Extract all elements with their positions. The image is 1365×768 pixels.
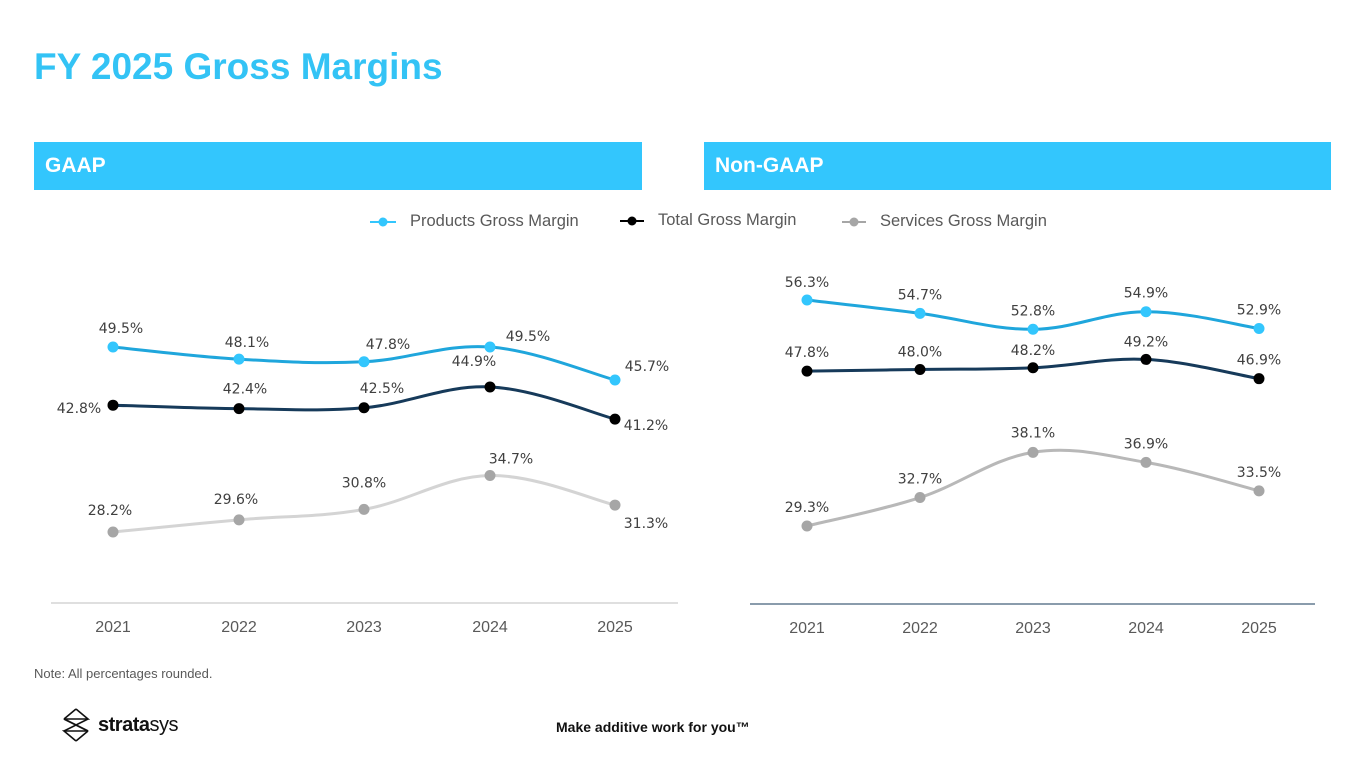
nongaap-x-tick-2022: 2022 xyxy=(902,620,938,637)
gaap-services-point-2022 xyxy=(233,514,245,526)
nongaap-total-label-2024: 49.2% xyxy=(1124,334,1168,350)
nongaap-total-point-2021 xyxy=(801,365,813,377)
legend-marker-services-icon xyxy=(842,217,866,226)
gaap-products-label-2021: 49.5% xyxy=(99,321,143,337)
tagline: Make additive work for you™ xyxy=(556,719,750,735)
nongaap-products-point-2025 xyxy=(1253,322,1265,334)
brand-strong: strata xyxy=(98,713,150,736)
nongaap-services-label-2021: 29.3% xyxy=(785,500,829,516)
gaap-total-point-2025 xyxy=(609,413,621,425)
nongaap-services-point-2023 xyxy=(1027,446,1039,458)
gaap-services-label-2023: 30.8% xyxy=(342,475,386,491)
stratasys-logo: stratasys xyxy=(62,708,178,742)
gaap-total-point-2022 xyxy=(233,403,245,415)
gaap-products-point-2025 xyxy=(609,374,621,386)
gaap-total-label-2025: 41.2% xyxy=(624,418,668,434)
nongaap-services-point-2022 xyxy=(914,492,926,504)
nongaap-x-tick-2025: 2025 xyxy=(1241,620,1277,637)
nongaap-products-label-2021: 56.3% xyxy=(785,275,829,291)
legend-item-services: Services Gross Margin xyxy=(842,212,1047,231)
nongaap-total-point-2022 xyxy=(914,363,926,375)
nongaap-total-label-2025: 46.9% xyxy=(1237,353,1281,369)
gaap-services-label-2024: 34.7% xyxy=(489,452,533,468)
nongaap-total-label-2021: 47.8% xyxy=(785,345,829,361)
gaap-products-point-2022 xyxy=(233,353,245,365)
nongaap-total-point-2025 xyxy=(1253,373,1265,385)
gaap-services-point-2021 xyxy=(107,526,119,538)
gaap-services-label-2022: 29.6% xyxy=(214,492,258,508)
gaap-chart: 2021 2022 2023 2024 2025 49.5% 48.1% 47.8% 49.5%… xyxy=(51,321,678,636)
gaap-products-label-2024: 49.5% xyxy=(506,329,550,345)
footnote: Note: All percentages rounded. xyxy=(34,666,213,681)
nongaap-total-point-2023 xyxy=(1027,362,1039,374)
nongaap-x-tick-2024: 2024 xyxy=(1128,620,1164,637)
legend-label-products: Products Gross Margin xyxy=(410,212,579,230)
gaap-products-label-2022: 48.1% xyxy=(225,335,269,351)
nongaap-services-label-2022: 32.7% xyxy=(898,472,942,488)
gaap-total-label-2024: 44.9% xyxy=(452,354,496,370)
gaap-total-point-2023 xyxy=(358,402,370,414)
chart-legend: Products Gross Margin Total Gross Margin… xyxy=(0,210,1365,236)
gaap-x-tick-2022: 2022 xyxy=(221,619,257,636)
nongaap-total-label-2022: 48.0% xyxy=(898,344,942,360)
stratasys-wordmark: stratasys xyxy=(98,714,178,737)
page-title: FY 2025 Gross Margins xyxy=(34,46,443,87)
legend-label-total: Total Gross Margin xyxy=(658,211,797,229)
nongaap-services-label-2024: 36.9% xyxy=(1124,436,1168,452)
gaap-total-point-2021 xyxy=(107,399,119,411)
nongaap-services-point-2021 xyxy=(801,520,813,532)
brand-light: sys xyxy=(149,713,178,736)
nongaap-header-label: Non-GAAP xyxy=(715,154,824,177)
gaap-total-label-2023: 42.5% xyxy=(360,381,404,397)
nongaap-services-point-2025 xyxy=(1253,485,1265,497)
nongaap-x-tick-2021: 2021 xyxy=(789,620,825,637)
gaap-products-point-2024 xyxy=(484,341,496,353)
nongaap-header-band: Non-GAAP xyxy=(704,142,1331,190)
gaap-services-label-2021: 28.2% xyxy=(88,503,132,519)
gaap-x-tick-2025: 2025 xyxy=(597,619,633,636)
nongaap-services-line xyxy=(805,448,1261,528)
nongaap-products-point-2021 xyxy=(801,294,813,306)
nongaap-products-label-2024: 54.9% xyxy=(1124,286,1168,302)
nongaap-products-point-2024 xyxy=(1140,306,1152,318)
nongaap-products-label-2023: 52.8% xyxy=(1011,303,1055,319)
gaap-services-point-2023 xyxy=(358,503,370,515)
gaap-header-band: GAAP xyxy=(34,142,642,190)
gaap-products-point-2021 xyxy=(107,341,119,353)
gaap-total-label-2022: 42.4% xyxy=(223,382,267,398)
legend-marker-products-icon xyxy=(370,217,396,226)
gaap-services-point-2024 xyxy=(484,470,496,482)
legend-label-services: Services Gross Margin xyxy=(880,212,1047,230)
nongaap-chart: 2021 2022 2023 2024 2025 56.3% 54.7% 52.8% 54.9%… xyxy=(750,275,1315,637)
gaap-services-label-2025: 31.3% xyxy=(624,516,668,532)
nongaap-products-label-2025: 52.9% xyxy=(1237,302,1281,318)
nongaap-products-point-2022 xyxy=(914,307,926,319)
nongaap-services-point-2024 xyxy=(1140,456,1152,468)
legend-marker-total-icon xyxy=(620,216,644,225)
legend-item-products: Products Gross Margin xyxy=(370,212,579,231)
gaap-services-point-2025 xyxy=(609,499,621,511)
gaap-products-label-2023: 47.8% xyxy=(366,337,410,353)
gaap-total-label-2021: 42.8% xyxy=(57,401,101,417)
gaap-x-tick-2023: 2023 xyxy=(346,619,382,636)
nongaap-services-label-2025: 33.5% xyxy=(1237,465,1281,481)
gaap-products-label-2025: 45.7% xyxy=(625,359,669,375)
stratasys-logo-icon xyxy=(62,708,90,742)
nongaap-total-label-2023: 48.2% xyxy=(1011,343,1055,359)
nongaap-products-label-2022: 54.7% xyxy=(898,287,942,303)
gaap-header-label: GAAP xyxy=(45,154,106,177)
nongaap-products-point-2023 xyxy=(1027,323,1039,335)
nongaap-x-tick-2023: 2023 xyxy=(1015,620,1051,637)
nongaap-total-point-2024 xyxy=(1140,353,1152,365)
gaap-products-point-2023 xyxy=(358,356,370,368)
gaap-x-tick-2024: 2024 xyxy=(472,619,508,636)
legend-item-total: Total Gross Margin xyxy=(620,211,796,230)
gaap-total-point-2024 xyxy=(484,381,496,393)
gaap-x-tick-2021: 2021 xyxy=(95,619,131,636)
nongaap-services-label-2023: 38.1% xyxy=(1011,425,1055,441)
